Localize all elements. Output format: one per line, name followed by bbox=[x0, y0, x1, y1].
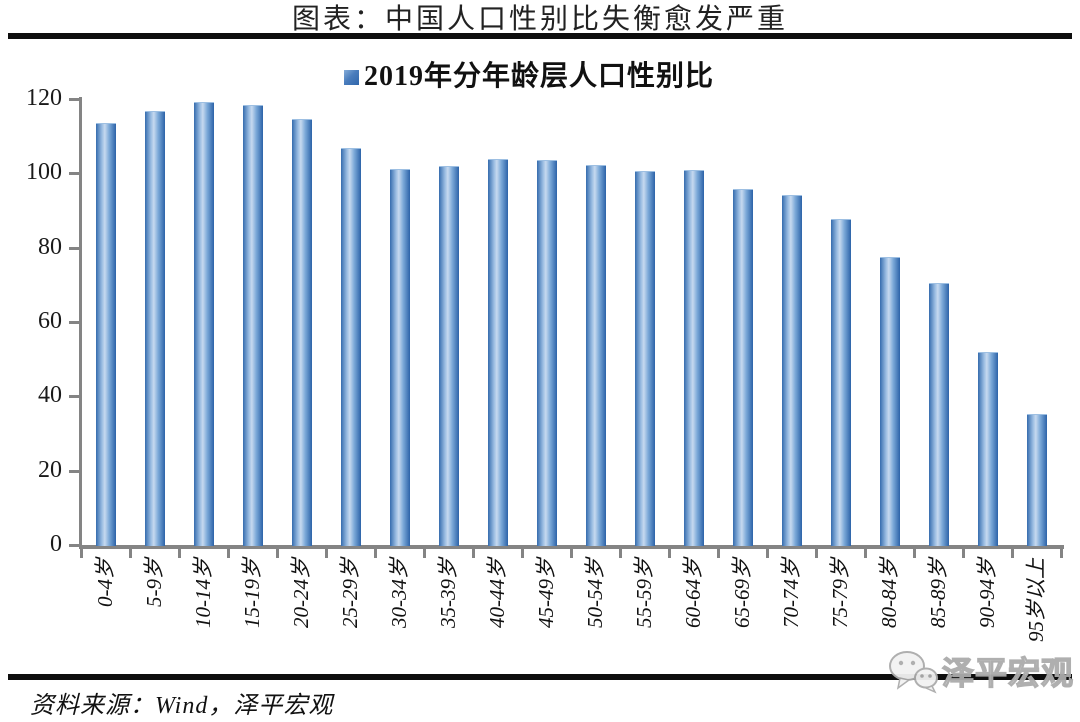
y-axis-tick bbox=[69, 469, 80, 473]
x-axis-tick bbox=[619, 549, 622, 558]
y-axis-tick bbox=[69, 395, 80, 399]
x-axis-label: 10-14岁 bbox=[190, 558, 215, 628]
x-axis-tick bbox=[129, 549, 132, 558]
y-axis-tick bbox=[69, 246, 80, 250]
x-axis-tick bbox=[521, 549, 524, 558]
x-axis-label: 60-64岁 bbox=[680, 558, 705, 628]
watermark: 泽平宏观 bbox=[888, 645, 1074, 697]
x-axis-tick bbox=[472, 549, 475, 558]
y-axis-tick bbox=[69, 321, 80, 324]
x-axis-label: 70-74岁 bbox=[778, 558, 803, 628]
x-axis-tick bbox=[815, 549, 818, 558]
x-axis-label: 0-4岁 bbox=[92, 558, 117, 607]
x-axis-tick bbox=[962, 549, 965, 558]
x-axis-label: 35-39岁 bbox=[435, 558, 460, 628]
x-axis-tick bbox=[80, 549, 83, 558]
y-axis bbox=[79, 97, 82, 549]
x-axis-tick bbox=[227, 549, 230, 558]
x-axis-label: 25-29岁 bbox=[337, 558, 362, 628]
x-axis-tick bbox=[374, 549, 377, 558]
bottom-divider bbox=[8, 674, 1072, 680]
top-divider bbox=[8, 33, 1072, 39]
bar bbox=[781, 195, 802, 546]
y-axis-label: 40 bbox=[38, 382, 62, 409]
bar bbox=[830, 218, 851, 546]
bar bbox=[193, 102, 214, 546]
x-axis bbox=[79, 545, 1064, 549]
legend-swatch bbox=[344, 70, 359, 85]
bar bbox=[879, 257, 900, 546]
x-axis-tick bbox=[1060, 549, 1063, 558]
x-axis-label: 45-49岁 bbox=[533, 558, 558, 628]
y-axis-label: 100 bbox=[26, 159, 62, 186]
y-axis-label: 60 bbox=[38, 308, 62, 334]
bar bbox=[585, 165, 606, 546]
bar bbox=[95, 122, 116, 546]
y-axis-label: 20 bbox=[38, 456, 62, 483]
x-axis-label: 15-19岁 bbox=[239, 558, 264, 628]
bar bbox=[242, 104, 263, 546]
page-title: 图表：中国人口性别比失衡愈发严重 bbox=[291, 4, 788, 35]
x-axis-label: 65-69岁 bbox=[729, 558, 754, 628]
x-axis-tick bbox=[276, 549, 279, 558]
y-axis-label: 120 bbox=[26, 85, 62, 111]
x-axis-tick bbox=[325, 549, 328, 558]
x-axis-label: 20-24岁 bbox=[288, 558, 313, 628]
bar bbox=[928, 282, 949, 546]
y-axis-tick bbox=[69, 172, 80, 176]
bar bbox=[487, 159, 508, 546]
bar bbox=[389, 168, 410, 546]
x-axis-tick bbox=[668, 549, 671, 558]
y-axis-tick bbox=[69, 544, 80, 547]
watermark-text: 泽平宏观 bbox=[941, 654, 1075, 691]
bar bbox=[977, 352, 998, 546]
x-axis-label: 55-59岁 bbox=[631, 558, 656, 628]
bar bbox=[438, 165, 459, 546]
x-axis-tick bbox=[570, 549, 573, 558]
x-axis-tick bbox=[913, 549, 916, 558]
bar bbox=[634, 170, 655, 546]
x-axis-label: 40-44岁 bbox=[484, 558, 509, 628]
bar bbox=[732, 188, 753, 546]
y-axis-tick bbox=[69, 98, 80, 101]
x-axis-label: 75-79岁 bbox=[827, 558, 852, 628]
x-axis-label: 5-9岁 bbox=[141, 558, 166, 607]
y-axis-label: 0 bbox=[50, 531, 62, 557]
source-note: 资料来源：Wind，泽平宏观 bbox=[30, 693, 334, 719]
wechat-logo-icon bbox=[889, 651, 938, 694]
bar bbox=[340, 148, 361, 546]
bar bbox=[683, 169, 704, 546]
y-axis-label: 80 bbox=[38, 233, 62, 260]
bar bbox=[144, 110, 165, 546]
bar bbox=[536, 159, 557, 546]
legend-label: 2019年分年龄层人口性别比 bbox=[364, 61, 715, 92]
x-axis-tick bbox=[178, 549, 181, 558]
bar bbox=[291, 119, 312, 546]
x-axis-tick bbox=[1011, 549, 1014, 558]
x-axis-label: 50-54岁 bbox=[582, 558, 607, 628]
x-axis-tick bbox=[864, 549, 867, 558]
x-axis-tick bbox=[423, 549, 426, 558]
x-axis-tick bbox=[717, 549, 720, 558]
bar bbox=[1026, 414, 1047, 546]
x-axis-tick bbox=[766, 549, 769, 558]
x-axis-label: 30-34岁 bbox=[386, 558, 411, 628]
